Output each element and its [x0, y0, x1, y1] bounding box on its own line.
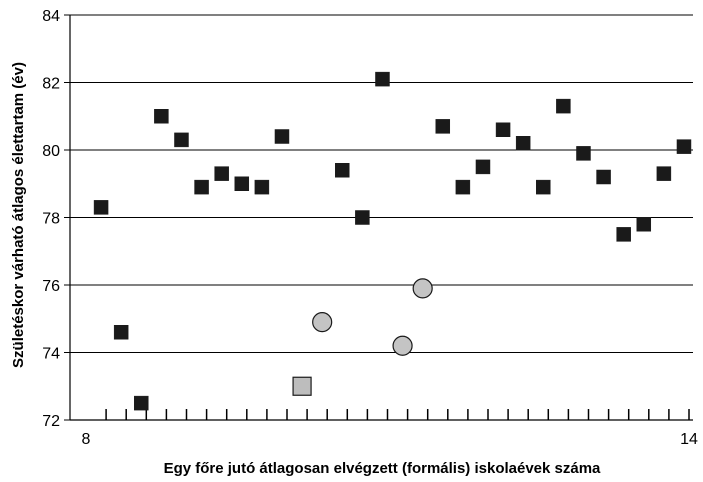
data-point-circle: [412, 278, 433, 299]
data-point-square: [616, 227, 631, 242]
x-minor-ticks: [105, 409, 690, 420]
data-point-square: [676, 139, 692, 154]
data-point-square: [636, 217, 652, 232]
data-point-square: [435, 119, 451, 134]
data-point-square: [656, 166, 672, 181]
x-tick-label: 8: [82, 431, 91, 448]
x-tick-labels: 8 14: [82, 431, 698, 448]
data-point-square: [134, 395, 149, 411]
y-tick-label: 78: [42, 211, 60, 228]
data-point-square: [475, 159, 491, 175]
data-point-square: [194, 179, 209, 195]
data-point-square: [375, 71, 390, 87]
data-point-square: [234, 176, 250, 191]
data-point-square: [214, 166, 229, 181]
y-tick-labels: 72 74 76 78 80 82 84: [42, 8, 60, 430]
x-tick-label: 14: [680, 431, 698, 448]
data-point-square: [536, 179, 551, 195]
data-point-square: [274, 129, 290, 144]
data-point-square: [455, 179, 471, 195]
data-point-circle: [392, 335, 413, 356]
data-point-square: [556, 98, 571, 114]
data-point-square-light: [292, 376, 312, 396]
data-point-square: [355, 210, 370, 225]
x-axis-title: Egy főre jutó átlagosan elvégzett (formá…: [164, 460, 601, 477]
data-point-square: [495, 122, 511, 137]
y-tick-label: 74: [42, 346, 60, 363]
data-point-square: [596, 169, 611, 185]
y-tick-label: 82: [42, 76, 60, 93]
data-point-square: [154, 109, 169, 124]
data-point-square: [254, 179, 270, 195]
y-tick-label: 72: [42, 413, 60, 430]
data-point-square: [515, 136, 531, 151]
data-point-square: [93, 200, 109, 215]
data-point-circle: [312, 312, 333, 333]
data-point-square: [113, 325, 129, 340]
y-tick-label: 76: [42, 278, 60, 295]
y-axis-title: Születéskor várható átlagos élettartam (…: [10, 62, 27, 368]
data-points: [93, 71, 692, 411]
data-point-square: [576, 146, 591, 161]
y-tick-label: 80: [42, 143, 60, 160]
data-point-square: [174, 132, 189, 148]
data-point-square: [335, 163, 350, 178]
y-tick-label: 84: [42, 8, 60, 25]
